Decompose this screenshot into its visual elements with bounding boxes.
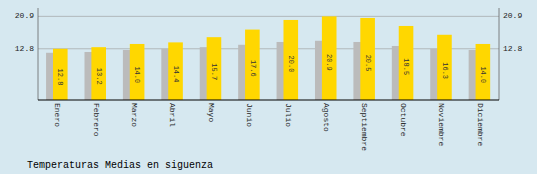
y2-tick-label: 20.9 — [503, 11, 522, 20]
data-label: 14.4 — [172, 66, 180, 83]
data-label: 15.7 — [210, 63, 218, 80]
x-tick-label: Mayo — [207, 103, 216, 122]
data-label: 18.5 — [402, 58, 410, 75]
bar — [168, 42, 183, 100]
x-tick-label: Marzo — [130, 103, 139, 127]
bar — [245, 30, 260, 100]
grid-line — [38, 16, 499, 17]
data-label: 13.2 — [95, 68, 103, 85]
x-tick-label: Julio — [284, 103, 293, 127]
x-tick-label: Febrero — [92, 103, 101, 137]
y2-tick-label: 12.8 — [503, 44, 522, 53]
bar — [399, 26, 414, 100]
bars — [46, 16, 490, 100]
bar — [476, 44, 491, 100]
y-axis-line — [38, 8, 39, 100]
x-tick-label: Octubre — [399, 103, 408, 137]
y2-axis-line — [499, 8, 500, 100]
data-label: 20.9 — [325, 54, 333, 71]
bar — [207, 37, 222, 100]
x-tick-label: Agosto — [322, 103, 331, 132]
chart: 12.8 13.2 14.0 14.4 15.7 17.6 20.0 20.9 20.5 18.5… — [0, 0, 537, 174]
bar — [130, 44, 145, 100]
bar — [437, 35, 452, 100]
data-label: 17.6 — [249, 60, 257, 77]
x-tick-label: Septiembre — [360, 103, 369, 151]
bar — [53, 49, 68, 100]
data-label: 20.0 — [287, 56, 295, 73]
data-label: 14.0 — [479, 66, 487, 83]
y-tick-label: 20.9 — [15, 11, 34, 20]
title: Temperaturas Medias en siguenza — [27, 160, 213, 171]
data-label: 20.5 — [364, 55, 372, 72]
bar — [322, 16, 337, 100]
background — [0, 0, 537, 174]
grid-line — [38, 48, 499, 49]
data-label: 16.3 — [441, 62, 449, 79]
x-tick-label: Enero — [53, 103, 62, 127]
bar — [91, 47, 106, 100]
data-label: 12.8 — [56, 69, 64, 86]
y-tick-label: 12.8 — [15, 44, 34, 53]
bar — [360, 18, 375, 100]
data-label: 14.0 — [133, 66, 141, 83]
x-tick-label: Noviembre — [437, 103, 446, 146]
x-tick-label: Junio — [245, 103, 254, 127]
x-tick-label: Diciembre — [476, 103, 485, 146]
x-tick-label: Abril — [168, 103, 177, 127]
baseline — [38, 99, 499, 100]
bar — [283, 20, 298, 100]
